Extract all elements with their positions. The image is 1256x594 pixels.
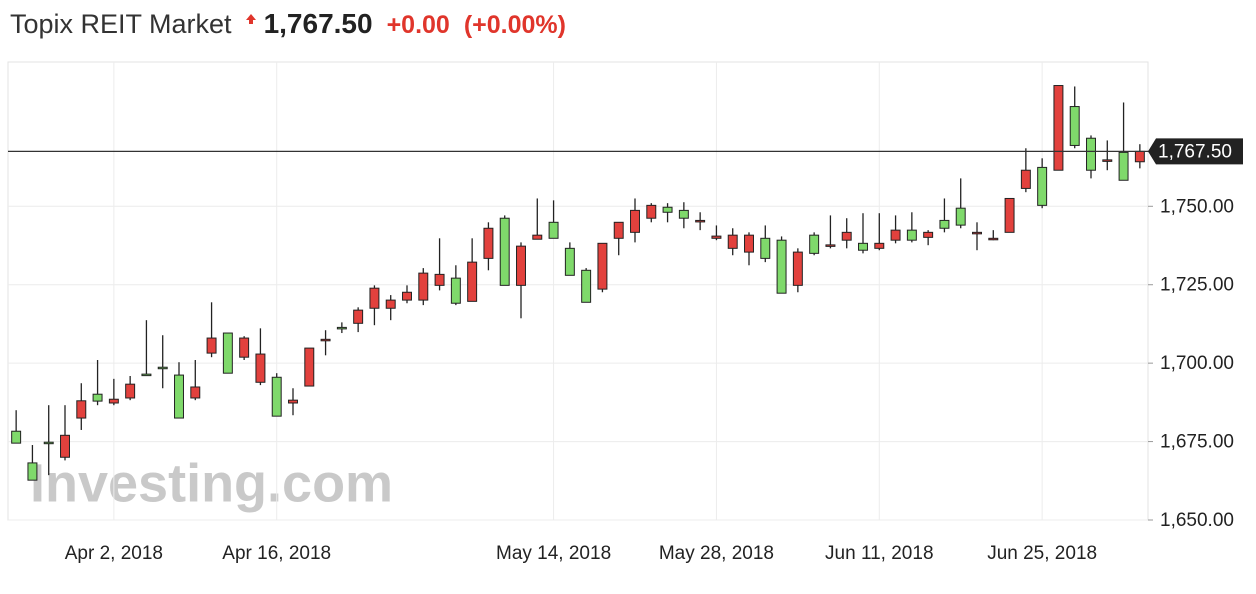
- candle-body: [1037, 166, 1048, 206]
- candle-body: [597, 242, 608, 290]
- x-tick-label: Jun 11, 2018: [825, 543, 933, 564]
- candle-body: [255, 353, 266, 383]
- candle-body: [630, 209, 640, 233]
- candle-body: [1118, 151, 1129, 181]
- candle-body: [1069, 106, 1080, 146]
- candle-body: [955, 207, 966, 226]
- y-tick-label: 1,725.00: [1160, 275, 1234, 296]
- candle-body: [418, 272, 429, 301]
- last-price-label: 1,767.50: [1158, 141, 1232, 162]
- candle-body: [548, 221, 559, 239]
- candle-body: [60, 434, 70, 458]
- candle-body: [760, 237, 771, 259]
- title: Topix REIT Market: [10, 9, 232, 39]
- candle-body: [695, 219, 706, 223]
- watermark: Investing.com: [30, 453, 393, 513]
- candle-body: [11, 430, 22, 444]
- candle-body: [483, 227, 494, 259]
- up-arrow-icon: [245, 14, 256, 24]
- candle-body: [662, 206, 673, 213]
- candle-body: [27, 462, 38, 481]
- candle-body: [304, 347, 315, 387]
- candle-body: [353, 309, 364, 324]
- candle-body: [792, 251, 803, 286]
- candle-body: [190, 386, 201, 399]
- candle-body: [320, 338, 331, 342]
- candle-body: [711, 235, 722, 239]
- candle-body: [434, 273, 445, 286]
- x-tick-label: May 28, 2018: [659, 543, 774, 564]
- grid: [7, 61, 1149, 521]
- candle-body: [532, 234, 543, 240]
- candle-body: [402, 291, 412, 301]
- price: 1,767.50: [263, 8, 373, 39]
- candle-body: [646, 204, 657, 219]
- candle-body: [76, 400, 87, 419]
- x-tick-label: Jun 25, 2018: [987, 543, 1097, 564]
- candle-body: [1134, 150, 1145, 163]
- candle-body: [809, 234, 820, 254]
- candle-body: [157, 366, 168, 370]
- candle-body: [385, 299, 396, 309]
- candle-body: [141, 373, 152, 377]
- candle-body: [271, 376, 282, 417]
- candle-body: [890, 229, 901, 241]
- candle-body: [874, 242, 885, 249]
- y-tick-label: 1,750.00: [1160, 196, 1234, 217]
- candle-body: [108, 398, 119, 404]
- candle-body: [581, 269, 592, 303]
- candle-body: [858, 242, 868, 251]
- candle-body: [988, 237, 999, 241]
- x-tick-label: Apr 2, 2018: [65, 543, 163, 564]
- candle-body: [972, 231, 982, 235]
- candle-body: [467, 261, 478, 302]
- candle-body: [206, 337, 217, 354]
- candle-body: [727, 234, 738, 249]
- candle-body: [174, 374, 184, 419]
- last-price-tag: [1148, 138, 1243, 165]
- candle-body: [923, 231, 934, 238]
- x-tick-label: Apr 16, 2018: [222, 543, 331, 564]
- candle-body: [1102, 159, 1113, 162]
- candle-body: [369, 287, 380, 309]
- candle-body: [906, 229, 917, 241]
- y-tick-label: 1,700.00: [1160, 353, 1234, 374]
- y-tick-label: 1,650.00: [1160, 510, 1234, 531]
- header: Topix REIT Market 1,767.50 +0.00 (+0.00%…: [10, 8, 566, 48]
- x-tick-label: May 14, 2018: [496, 543, 611, 564]
- candle-body: [43, 441, 54, 445]
- plot-frame: [7, 61, 1149, 521]
- candle-body: [825, 244, 836, 247]
- candle-body: [1086, 137, 1096, 171]
- candle-body: [678, 209, 689, 219]
- candle-body: [92, 393, 103, 402]
- candle-body: [744, 234, 754, 253]
- candle-body: [336, 326, 347, 330]
- candle-body: [288, 399, 298, 404]
- candle-body: [1004, 197, 1015, 233]
- candle-body: [776, 239, 787, 294]
- y-tick-label: 1,675.00: [1160, 432, 1234, 453]
- candle-body: [613, 221, 624, 239]
- candle-body: [450, 277, 461, 304]
- candle-body: [125, 383, 136, 399]
- candle-body: [564, 247, 575, 276]
- candle-body: [1053, 85, 1064, 171]
- candle-body: [516, 245, 526, 286]
- candle-body: [239, 337, 250, 358]
- change-percent: (+0.00%): [463, 11, 566, 39]
- candle-body: [939, 219, 950, 229]
- candle-body: [1020, 169, 1031, 189]
- candle-body: [499, 217, 510, 286]
- candle-body: [222, 332, 233, 374]
- candle-body: [841, 231, 852, 241]
- change: +0.00: [386, 11, 450, 39]
